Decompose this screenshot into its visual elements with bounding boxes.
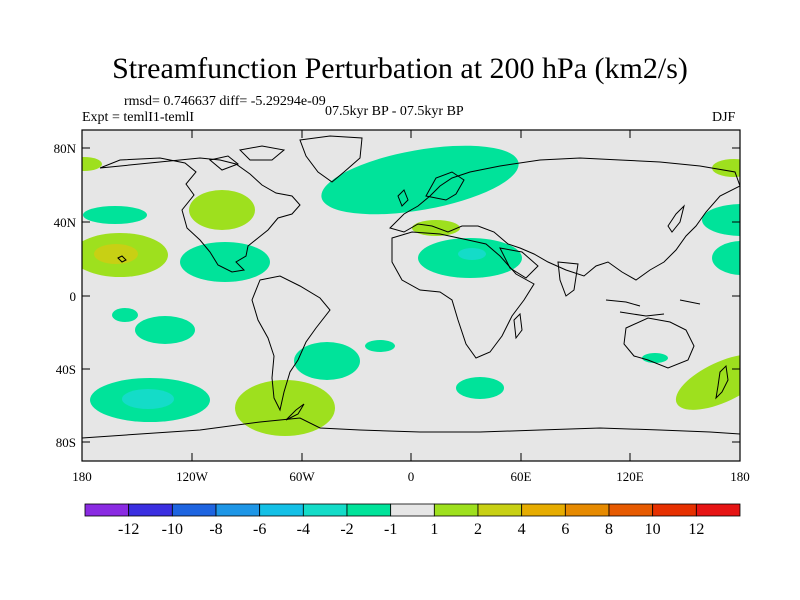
coast-greenland <box>299 135 363 183</box>
colorbar-label: -6 <box>253 521 266 538</box>
anomaly-australia <box>642 353 668 363</box>
colorbar-label: -1 <box>384 521 397 538</box>
contour-fields <box>82 145 740 436</box>
coast-arabia-india <box>499 247 579 297</box>
colorbar-swatch <box>433 503 479 517</box>
colorbar-swatch <box>302 503 348 517</box>
colorbar-label: -4 <box>297 521 310 538</box>
coast-antarctic-peninsula <box>285 403 305 421</box>
anomaly-south-atlantic <box>294 342 360 380</box>
colorbar-swatch <box>171 503 217 517</box>
lon-label-120e: 120E <box>616 469 644 484</box>
lon-label-120w: 120W <box>176 469 209 484</box>
lat-label-0: 0 <box>70 289 77 304</box>
lon-ticks <box>191 130 631 461</box>
coast-africa <box>391 231 535 359</box>
anomaly-pacific-south <box>135 316 195 344</box>
coast-new-zealand <box>715 364 729 400</box>
colorbar-swatch <box>521 503 566 517</box>
lon-label-0: 0 <box>408 469 415 484</box>
colorbar-swatch <box>215 503 261 517</box>
colorbar-label: -12 <box>118 521 139 538</box>
coast-arctic-islands <box>208 145 286 171</box>
lon-label-180w: 180 <box>72 469 92 484</box>
colorbar-label: 1 <box>430 521 438 538</box>
anomaly-arctic-east <box>712 159 740 177</box>
colorbar-label: 12 <box>688 521 704 538</box>
anomaly-pacific-small <box>112 308 138 322</box>
anomaly-south-indian <box>456 377 504 399</box>
coast-south-america <box>251 275 331 412</box>
rmsd-diff-text: rmsd= 0.746637 diff= -5.29294e-09 <box>124 94 326 109</box>
anomaly-arctic-west <box>82 157 102 171</box>
anomaly-north-pacific-core <box>94 244 138 264</box>
anomaly-north-africa-core <box>458 248 486 260</box>
season-label: DJF <box>712 110 736 125</box>
colorbar-swatch <box>128 503 173 517</box>
lat-label-80s: 80S <box>56 435 76 450</box>
coast-australia <box>623 317 695 369</box>
coastlines <box>82 135 740 439</box>
lat-label-40n: 40N <box>54 215 77 230</box>
colorbar-label: 4 <box>518 521 526 538</box>
period-label: 07.5kyr BP - 07.5kyr BP <box>325 104 464 119</box>
lat-ticks <box>82 147 740 443</box>
experiment-label: Expt = temlI1-temlI <box>82 110 195 125</box>
coast-british-isles <box>397 189 409 207</box>
colorbar-label: 2 <box>474 521 482 538</box>
colorbar-swatch <box>84 503 130 517</box>
colorbar-swatch <box>564 503 610 517</box>
colorbar-swatch <box>608 503 654 517</box>
colorbar-swatch <box>477 503 523 517</box>
anomaly-south-pacific-core <box>122 389 174 409</box>
lat-label-80n: 80N <box>54 141 77 156</box>
coast-scandinavia <box>425 171 465 201</box>
anomaly-gulf-mexico <box>180 242 270 282</box>
anomaly-southwest-pacific <box>675 354 740 410</box>
colorbar-label: 8 <box>605 521 613 538</box>
colorbar-label: -2 <box>340 521 353 538</box>
lon-label-180e: 180 <box>730 469 750 484</box>
colorbar-label: 6 <box>561 521 569 538</box>
map-title: Streamfunction Perturbation at 200 hPa (… <box>112 52 688 85</box>
anomaly-north-pacific-west <box>83 206 147 224</box>
colorbar <box>84 503 741 517</box>
anomaly-west-pacific-north <box>702 204 740 236</box>
coast-japan <box>667 204 685 233</box>
anomaly-north-atlantic-europe <box>321 145 519 215</box>
colorbar-label: -10 <box>162 521 183 538</box>
lon-label-60w: 60W <box>289 469 315 484</box>
colorbar-swatch <box>259 503 304 517</box>
coast-madagascar <box>513 312 523 340</box>
colorbar-swatch <box>652 503 697 517</box>
lon-label-60e: 60E <box>511 469 532 484</box>
coast-antarctica <box>82 417 740 439</box>
colorbar-swatch <box>390 503 435 517</box>
anomaly-south-atlantic-small <box>365 340 395 352</box>
lat-label-40s: 40S <box>56 362 76 377</box>
coast-north-america <box>99 157 301 273</box>
coast-hawaii <box>117 255 127 263</box>
anomaly-north-america <box>189 190 255 230</box>
coast-indonesia <box>605 299 701 317</box>
coast-eurasia <box>389 157 740 281</box>
colorbar-label: 10 <box>645 521 661 538</box>
colorbar-labels: -12 -10 -8 -6 -4 -2 -1 1 2 4 6 8 10 12 <box>118 521 704 538</box>
colorbar-swatch <box>346 503 392 517</box>
colorbar-swatch <box>695 503 741 517</box>
colorbar-label: -8 <box>209 521 222 538</box>
anomaly-west-pacific-tropics <box>712 241 740 275</box>
